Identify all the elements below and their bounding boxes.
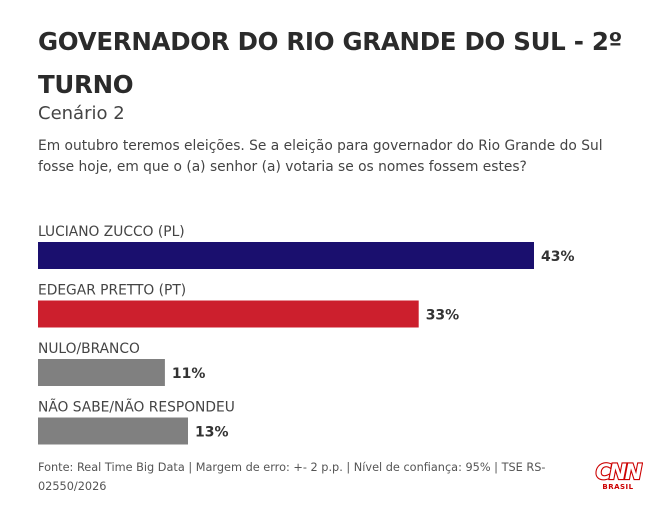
bar-2 [38, 300, 419, 328]
bar-4 [38, 417, 188, 445]
source-footnote: Fonte: Real Time Big Data | Margem de er… [38, 461, 546, 493]
value-label: 11% [172, 366, 206, 382]
chart-subtitle: Cenário 2 [38, 103, 125, 124]
chart-title: GOVERNADOR DO RIO GRANDE DO SUL - 2º TUR… [38, 27, 623, 99]
category-label: EDEGAR PRETTO (PT) [38, 283, 186, 299]
value-label: 33% [426, 308, 460, 324]
category-label: LUCIANO ZUCCO (PL) [38, 224, 185, 240]
value-label: 43% [541, 249, 575, 265]
category-label: NÃO SABE/NÃO RESPONDEU [38, 399, 235, 416]
bar-3 [38, 359, 165, 386]
svg-text:CNN: CNN [596, 460, 643, 484]
svg-text:BRASIL: BRASIL [602, 483, 633, 491]
survey-question: Em outubro teremos eleições. Se a eleiçã… [38, 138, 603, 175]
bar-1 [38, 242, 534, 269]
category-label: NULO/BRANCO [38, 341, 140, 357]
cnn-brasil-logo: CNN BRASIL [595, 459, 643, 491]
bar-chart: LUCIANO ZUCCO (PL) 43% EDEGAR PRETTO (PT) 3… [38, 224, 575, 445]
value-label: 13% [195, 425, 229, 441]
